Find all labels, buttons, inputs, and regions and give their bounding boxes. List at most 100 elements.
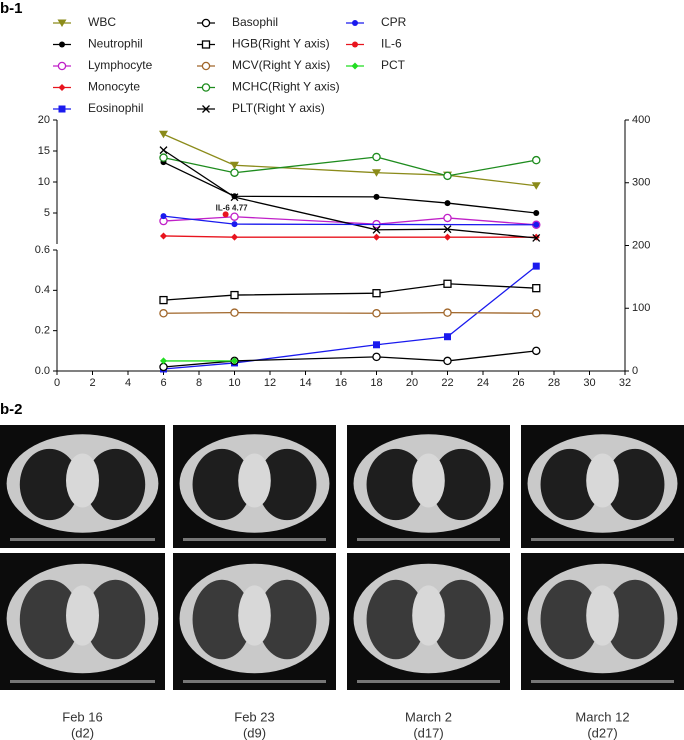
ct-lung bbox=[366, 579, 426, 660]
scan-date: March 2 bbox=[405, 709, 452, 724]
marker bbox=[443, 279, 452, 288]
legend-label: Basophil bbox=[232, 15, 278, 29]
x-tick-label: 10 bbox=[228, 377, 240, 389]
legend-label: WBC bbox=[88, 15, 116, 29]
scan-date: March 12 bbox=[575, 709, 629, 724]
marker bbox=[231, 221, 238, 228]
legend-label: HGB(Right Y axis) bbox=[232, 37, 330, 51]
y2-tick-label: 300 bbox=[632, 177, 650, 189]
y-tick-label: 0.0 bbox=[35, 365, 50, 377]
ct-mediastinum bbox=[412, 585, 445, 646]
series-line bbox=[163, 156, 537, 177]
marker bbox=[230, 290, 239, 300]
y-tick-label: 20 bbox=[38, 114, 50, 126]
marker bbox=[444, 233, 451, 241]
ct-lung bbox=[431, 579, 491, 660]
marker bbox=[159, 153, 168, 162]
scan-day: (d17) bbox=[413, 725, 443, 740]
marker bbox=[159, 309, 168, 318]
ct-mediastinum bbox=[66, 453, 99, 508]
marker bbox=[201, 61, 211, 71]
scan-day: (d2) bbox=[71, 725, 94, 740]
scan-date: Feb 23 bbox=[234, 709, 274, 724]
ct-mediastinum bbox=[238, 585, 271, 646]
marker bbox=[159, 130, 168, 139]
marker bbox=[531, 182, 541, 190]
marker bbox=[351, 62, 359, 70]
marker bbox=[222, 211, 229, 218]
marker bbox=[532, 262, 540, 270]
ct-lung bbox=[85, 448, 146, 521]
marker bbox=[373, 233, 380, 241]
marker bbox=[352, 20, 358, 26]
ct-table bbox=[357, 538, 500, 541]
marker bbox=[231, 233, 238, 241]
ct-lung bbox=[19, 448, 80, 521]
ct-lung bbox=[192, 448, 252, 521]
marker bbox=[160, 232, 167, 240]
marker bbox=[533, 210, 540, 216]
marker bbox=[372, 289, 381, 298]
x-tick-label: 26 bbox=[512, 377, 524, 389]
marker bbox=[533, 221, 540, 228]
ct-table bbox=[10, 538, 155, 541]
ct-lung bbox=[540, 579, 600, 660]
ct-table bbox=[531, 538, 674, 541]
legend-label: CPR bbox=[381, 15, 407, 29]
x-tick-label: 0 bbox=[54, 377, 60, 389]
marker bbox=[201, 40, 211, 49]
ct-lung bbox=[192, 579, 252, 660]
y-tick-label: 0.6 bbox=[35, 244, 50, 256]
y-tick-label: 15 bbox=[38, 145, 50, 157]
marker bbox=[201, 18, 211, 28]
marker bbox=[443, 171, 452, 181]
ct-lung bbox=[605, 579, 665, 660]
x-tick-label: 6 bbox=[160, 377, 166, 389]
y2-tick-label: 0 bbox=[632, 365, 638, 377]
marker bbox=[202, 105, 210, 113]
ct-lung bbox=[540, 448, 600, 521]
x-tick-label: 4 bbox=[125, 377, 131, 389]
marker bbox=[444, 200, 451, 207]
y-tick-label: 0.2 bbox=[35, 325, 50, 337]
legend-label: MCV(Right Y axis) bbox=[232, 58, 330, 72]
legend-label: IL-6 bbox=[381, 37, 402, 51]
marker bbox=[57, 19, 67, 27]
x-tick-label: 18 bbox=[370, 377, 382, 389]
marker bbox=[231, 357, 238, 365]
ct-mediastinum bbox=[586, 453, 619, 508]
ct-table bbox=[183, 538, 326, 541]
marker bbox=[160, 213, 167, 220]
x-tick-label: 16 bbox=[335, 377, 347, 389]
marker bbox=[443, 225, 452, 234]
ct-table bbox=[357, 680, 500, 683]
marker bbox=[372, 152, 381, 162]
marker bbox=[443, 213, 452, 223]
ct-lung bbox=[85, 579, 146, 660]
marker bbox=[159, 295, 168, 305]
marker bbox=[532, 234, 541, 242]
y-tick-label: 0.4 bbox=[35, 284, 50, 296]
marker bbox=[372, 309, 381, 318]
ct-lung bbox=[257, 448, 317, 521]
x-tick-label: 30 bbox=[583, 377, 595, 389]
legend-label: Eosinophil bbox=[88, 101, 143, 115]
y2-tick-label: 400 bbox=[632, 114, 650, 126]
marker bbox=[230, 193, 239, 202]
value-label: IL-6 4.77 bbox=[216, 204, 249, 213]
marker bbox=[230, 161, 239, 170]
x-tick-label: 22 bbox=[441, 377, 453, 389]
marker bbox=[532, 309, 541, 318]
y-tick-label: 5 bbox=[44, 207, 50, 219]
marker bbox=[372, 352, 381, 362]
ct-lung bbox=[19, 579, 80, 660]
x-tick-label: 2 bbox=[89, 377, 95, 389]
y2-tick-label: 100 bbox=[632, 302, 650, 314]
series-line bbox=[163, 283, 537, 301]
marker bbox=[58, 105, 66, 113]
legend-label: Monocyte bbox=[88, 80, 140, 94]
series-line bbox=[163, 235, 537, 238]
ct-table bbox=[531, 680, 674, 683]
legend-label: Lymphocyte bbox=[88, 58, 153, 72]
ct-table bbox=[10, 680, 155, 683]
